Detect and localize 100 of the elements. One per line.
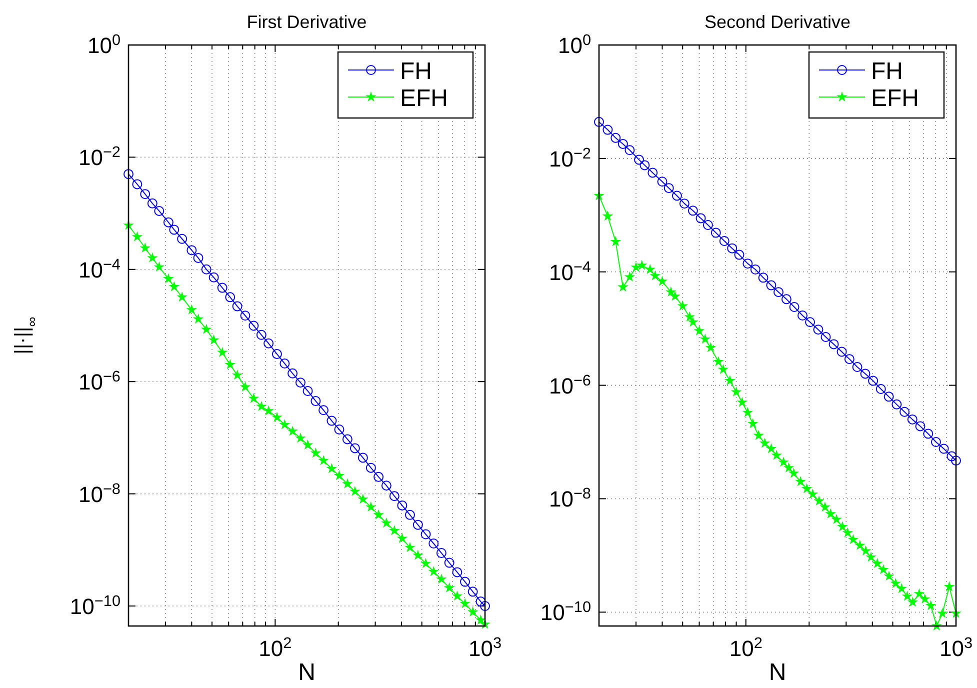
point: [140, 242, 150, 253]
point: [326, 463, 338, 474]
x-tick-label: 10$^{3}$: [468, 634, 502, 661]
point: [436, 548, 446, 558]
point: [428, 566, 439, 576]
point: [420, 558, 432, 568]
legend-label: EFH: [871, 85, 919, 112]
point: [460, 598, 470, 608]
point: [216, 346, 228, 358]
y-tick-label: 10$^{−8}$: [548, 485, 591, 512]
y-tick-label: 10$^{−10}$: [540, 598, 591, 626]
y-tick-label: 10$^{−4}$: [548, 258, 592, 285]
x-axis-title: N: [768, 659, 786, 686]
point: [163, 273, 174, 284]
point: [163, 217, 174, 228]
point: [381, 517, 392, 528]
y-tick-label: 10$^{0}$: [87, 32, 120, 58]
y-tick-label: 10$^{−8}$: [78, 480, 120, 507]
point: [132, 231, 143, 242]
point: [132, 179, 142, 190]
point: [208, 334, 220, 345]
y-tick-label: 10$^{−10}$: [70, 592, 120, 619]
point: [404, 542, 416, 552]
point: [412, 520, 423, 530]
point: [373, 509, 384, 520]
legend-label: FH: [871, 58, 903, 85]
point: [248, 320, 259, 331]
point: [389, 525, 400, 536]
point: [397, 500, 408, 510]
point: [476, 596, 486, 607]
point: [396, 532, 408, 544]
point: [201, 264, 212, 274]
point: [279, 419, 290, 430]
point: [295, 378, 306, 388]
point: [176, 291, 188, 302]
point: [287, 426, 298, 436]
point: [326, 416, 337, 426]
chart-title: First Derivative: [246, 12, 367, 32]
point: [334, 470, 345, 480]
point: [444, 558, 454, 568]
point: [342, 434, 352, 444]
point: [154, 261, 165, 272]
point: [225, 292, 236, 302]
point: [452, 590, 463, 601]
point: [256, 400, 267, 412]
point: [177, 234, 188, 244]
point: [264, 338, 274, 348]
point: [272, 349, 282, 360]
point: [428, 538, 439, 549]
point: [467, 606, 478, 617]
point: [358, 494, 368, 504]
point: [381, 480, 392, 491]
y-tick-label: 10$^{−2}$: [78, 144, 120, 170]
point: [224, 359, 236, 370]
point: [404, 510, 415, 520]
y-tick-label: 10$^{−6}$: [78, 368, 120, 395]
point: [318, 454, 329, 466]
point: [460, 576, 470, 587]
point: [240, 310, 250, 321]
point: [342, 478, 353, 488]
point: [193, 252, 204, 263]
point: [452, 567, 462, 578]
point: [468, 586, 478, 597]
y-tick-label: 10$^{−4}$: [78, 256, 121, 282]
point: [272, 412, 282, 422]
y-tick-label: 10$^{−2}$: [548, 144, 591, 172]
x-tick-label: 10$^{2}$: [729, 634, 762, 661]
legend-label: EFH: [400, 85, 448, 112]
point: [318, 405, 329, 416]
point: [374, 472, 384, 482]
point: [366, 462, 376, 473]
point: [358, 452, 368, 463]
point: [350, 443, 360, 454]
point: [208, 272, 219, 282]
point: [169, 224, 180, 235]
point: [334, 424, 344, 434]
point: [232, 301, 242, 312]
point: [412, 550, 424, 560]
point: [310, 396, 321, 406]
point: [140, 189, 150, 200]
point: [366, 501, 376, 512]
point: [147, 198, 158, 208]
x-tick-label: 10$^{2}$: [258, 634, 292, 661]
point: [232, 370, 243, 380]
point: [436, 574, 447, 584]
point: [154, 206, 164, 216]
legend-label: FH: [400, 58, 432, 85]
point: [217, 282, 228, 293]
point: [302, 439, 314, 450]
point: [280, 358, 290, 369]
point: [168, 281, 180, 292]
point: [310, 448, 322, 458]
point: [200, 324, 212, 334]
point: [420, 529, 431, 540]
x-tick-label: 10$^{3}$: [939, 634, 973, 661]
point: [186, 304, 198, 314]
point: [295, 432, 306, 443]
chart-title: Second Derivative: [704, 12, 851, 32]
point: [240, 381, 251, 392]
point: [192, 313, 204, 324]
